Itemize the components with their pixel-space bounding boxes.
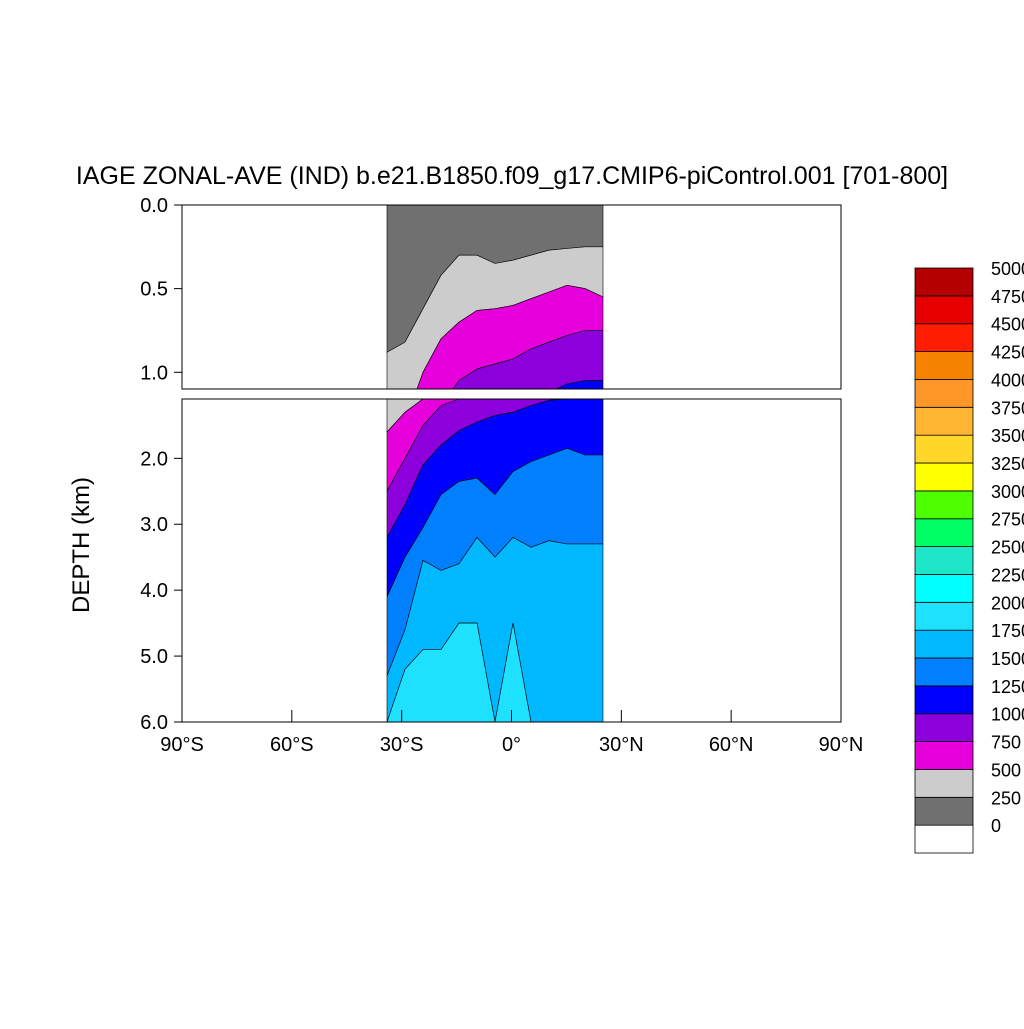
colorbar-label: 5000: [991, 259, 1024, 279]
colorbar-swatch: [915, 352, 973, 380]
colorbar-swatch: [915, 268, 973, 296]
colorbar-swatch: [915, 491, 973, 519]
x-tick-label: 90°S: [160, 734, 204, 756]
lower-y-label: 6.0: [140, 712, 168, 734]
colorbar-swatch: [915, 547, 973, 575]
colorbar-label: 500: [991, 760, 1021, 780]
colorbar-swatch: [915, 686, 973, 714]
colorbar-label: 3000: [991, 482, 1024, 502]
colorbar-swatch: [915, 769, 973, 797]
colorbar-swatch: [915, 714, 973, 742]
colorbar-label: 750: [991, 733, 1021, 753]
x-tick-label: 30°S: [380, 734, 424, 756]
colorbar-label: 3750: [991, 398, 1024, 418]
colorbar-label: 1750: [991, 621, 1024, 641]
colorbar-label: 4500: [991, 315, 1024, 335]
lower-y-label: 4.0: [140, 580, 168, 602]
colorbar-swatch: [915, 324, 973, 352]
colorbar-label: 4000: [991, 370, 1024, 390]
colorbar-swatch: [915, 825, 973, 853]
lower-panel-field: [387, 399, 603, 722]
lower-y-label: 3.0: [140, 514, 168, 536]
colorbar-label: 3250: [991, 454, 1024, 474]
colorbar-swatch: [915, 602, 973, 630]
colorbar-label: 2750: [991, 510, 1024, 530]
x-tick-label: 90°N: [819, 734, 864, 756]
chart-title: IAGE ZONAL-AVE (IND) b.e21.B1850.f09_g17…: [0, 162, 1024, 191]
y-axis-label: DEPTH (km): [68, 477, 96, 613]
colorbar-swatch: [915, 574, 973, 602]
colorbar-swatch: [915, 463, 973, 491]
colorbar-swatch: [915, 630, 973, 658]
colorbar-swatch: [915, 435, 973, 463]
x-tick-label: 0°: [502, 734, 521, 756]
colorbar-label: 0: [991, 816, 1001, 836]
colorbar-swatch: [915, 742, 973, 770]
lower-y-label: 2.0: [140, 448, 168, 470]
colorbar-label: 250: [991, 788, 1021, 808]
upper-y-label: 0.0: [140, 195, 168, 217]
colorbar-swatch: [915, 519, 973, 547]
colorbar-swatch: [915, 658, 973, 686]
colorbar-swatch: [915, 797, 973, 825]
colorbar-label: 2250: [991, 565, 1024, 585]
lower-y-label: 5.0: [140, 646, 168, 668]
colorbar-label: 4750: [991, 287, 1024, 307]
colorbar-label: 1500: [991, 649, 1024, 669]
colorbar-swatch: [915, 407, 973, 435]
colorbar-label: 1250: [991, 677, 1024, 697]
colorbar-swatch: [915, 379, 973, 407]
colorbar-label: 1000: [991, 705, 1024, 725]
x-tick-label: 60°N: [709, 734, 754, 756]
x-tick-label: 60°S: [270, 734, 314, 756]
colorbar-label: 2000: [991, 593, 1024, 613]
upper-y-label: 1.0: [140, 362, 168, 384]
x-tick-label: 30°N: [599, 734, 644, 756]
upper-y-label: 0.5: [140, 279, 168, 301]
colorbar-swatch: [915, 296, 973, 324]
colorbar-label: 3500: [991, 426, 1024, 446]
colorbar-label: 2500: [991, 538, 1024, 558]
colorbar-label: 4250: [991, 343, 1024, 363]
